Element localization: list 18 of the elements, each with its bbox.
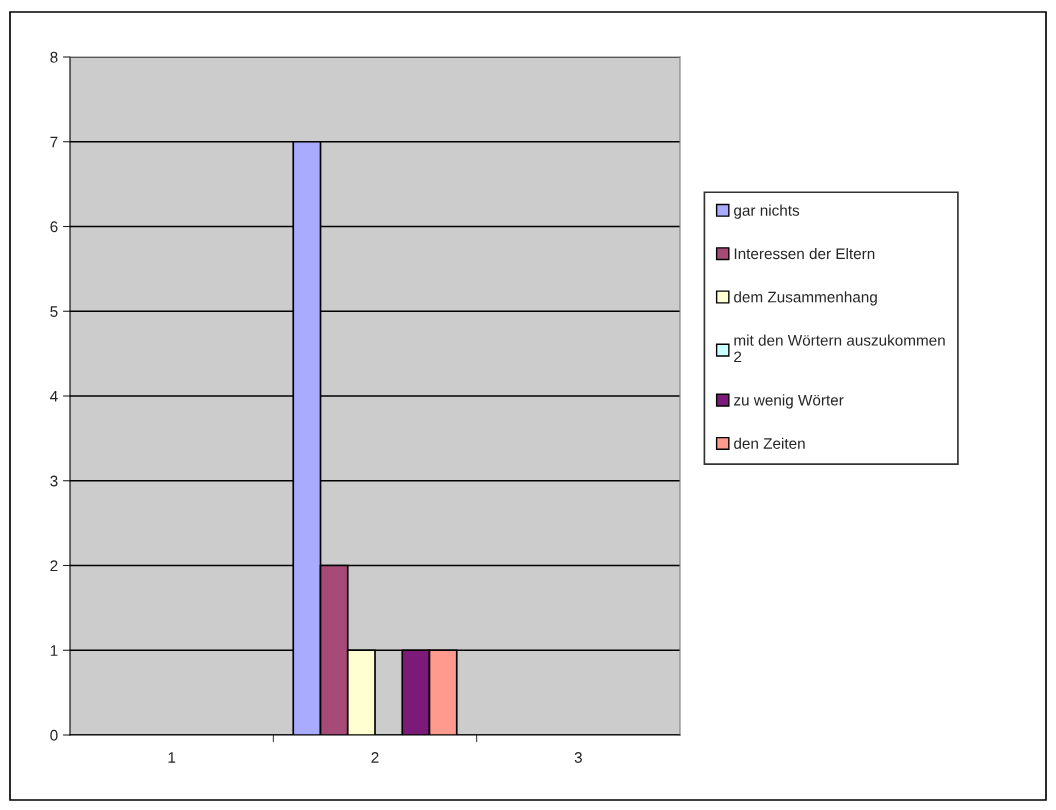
y-tick-label: 0	[50, 729, 58, 741]
legend-label: mit den Wörtern auszukommen 2	[734, 334, 945, 363]
legend-label: dem Zusammenhang	[734, 291, 877, 306]
y-tick-label: 6	[50, 221, 58, 233]
legend-label: gar nichts	[734, 204, 800, 219]
y-tick-label: 3	[50, 475, 58, 487]
x-tick-label: 2	[371, 752, 379, 763]
x-tick-label: 3	[574, 752, 582, 763]
y-tick-label: 7	[50, 136, 58, 148]
y-tick-label: 4	[50, 391, 58, 402]
x-tick-label: 1	[168, 752, 176, 763]
legend-label: den Zeiten	[734, 437, 805, 449]
legend-label: zu wenig Wörter	[734, 394, 844, 409]
y-tick-label: 5	[50, 306, 58, 317]
y-tick-label: 8	[50, 51, 58, 63]
y-tick-label: 2	[50, 560, 58, 572]
legend-label: Interessen der Eltern	[734, 247, 875, 260]
y-tick-label: 1	[50, 645, 58, 656]
